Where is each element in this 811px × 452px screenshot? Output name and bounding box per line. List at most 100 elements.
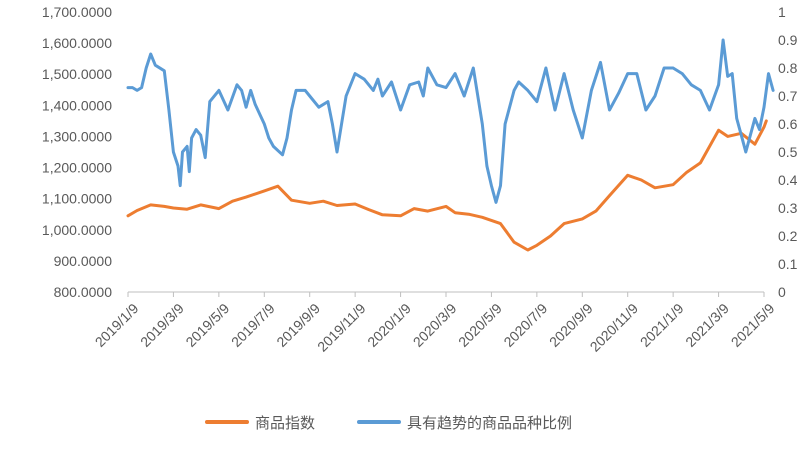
commodity-index-point [562,222,566,225]
trend-ratio-point [771,89,775,92]
trend-ratio-point [226,108,230,112]
commodity-index-point [126,214,130,217]
commodity-index-point [467,213,470,216]
x-tick-label: 2021/3/9 [682,300,732,350]
trend-ratio-point [721,38,725,42]
y-left-tick-label: 1,200.0000 [42,160,112,176]
y-left-tick-label: 1,300.0000 [42,128,112,144]
commodity-index-point [276,185,280,188]
trend-ratio-point [285,136,289,140]
trend-ratio-point [726,75,729,78]
trend-ratio-point [249,89,252,92]
trend-ratio-point [179,184,182,187]
commodity-index-point [526,248,529,252]
trend-ratio-point [176,164,180,168]
commodity-index-point [244,195,248,199]
commodity-index-point [290,199,293,202]
trend-ratio-point [503,122,507,126]
trend-ratio-point [517,80,520,84]
trend-ratio-point [126,86,130,89]
trend-ratio-point [376,78,380,81]
trend-ratio-point [149,52,152,56]
trend-ratio-point [240,89,243,92]
commodity-index-point [717,129,720,132]
legend: 商品指数 具有趋势的商品品种比例 [205,414,572,432]
trend-ratio-point [608,108,611,112]
commodity-index-point [185,208,189,211]
trend-ratio-point [731,72,734,75]
trend-ratio-point [272,145,275,148]
trend-ratio-point [408,83,411,87]
trend-ratio-point [353,72,357,75]
y-right-tick-label: 0 [778,284,786,300]
commodity-index-point [263,189,266,193]
y-right-tick-label: 0.6 [778,116,798,132]
commodity-index-point [399,214,402,217]
commodity-index-point [172,206,175,210]
trend-ratio-point [644,108,648,112]
trend-ratio-point [372,89,375,92]
legend-label: 具有趋势的商品品种比例 [407,414,572,432]
y-left-tick-label: 900.0000 [54,253,113,269]
trend-ratio-line [126,38,775,204]
trend-ratio-point [735,117,738,120]
trend-ratio-point [485,164,489,168]
legend-label: 商品指数 [255,414,315,432]
y-left-tick-label: 1,600.0000 [42,35,112,51]
trend-ratio-point [635,72,638,75]
trend-ratio-point [417,80,420,84]
x-tick-label: 2020/3/9 [410,300,460,350]
trend-ratio-point [753,117,757,120]
x-tick-label: 2020/7/9 [500,300,550,350]
trend-ratio-point [199,134,202,137]
trend-ratio-point [599,61,602,64]
commodity-index-point [699,161,702,165]
x-tick-label: 2019/11/9 [314,300,369,355]
x-tick-label: 2019/7/9 [228,300,278,350]
commodity-index-point [335,204,339,207]
legend-commodity-index: 商品指数 [205,414,315,432]
trend-ratio-point [526,89,529,92]
trend-ratio-point [690,83,693,87]
trend-ratio-point [344,94,348,98]
y-left-tick-label: 800.0000 [54,284,113,300]
trend-ratio-point [562,72,566,75]
trend-ratio-point [194,128,198,131]
trend-ratio-point [217,89,221,92]
trend-ratio-point [708,108,711,112]
trend-ratio-point [294,89,298,92]
trend-ratio-point [681,72,684,75]
trend-ratio-point [172,150,175,154]
x-tick-label: 2020/5/9 [455,300,505,350]
axes-layer [127,291,765,297]
commodity-index-point [653,186,657,189]
y-right-tick-label: 0.4 [778,172,798,188]
x-tick-label: 2021/5/9 [728,300,778,350]
commodity-index-point [381,213,384,216]
trend-ratio-point [626,72,629,75]
trend-ratio-point [267,136,270,140]
y-right-tick-label: 0.2 [778,228,798,244]
trend-ratio-point [512,89,516,92]
x-tick-label: 2019/1/9 [92,300,142,350]
y-right-tick-label: 0.5 [778,144,798,160]
trend-ratio-point [767,72,770,75]
trend-ratio-point [717,83,720,87]
commodity-index-point [217,207,221,210]
trend-ratio-point [135,89,139,92]
commodity-index-point [512,241,516,244]
x-tick-label: 2020/11/9 [587,300,642,355]
commodity-index-point [135,209,139,212]
tick-labels: 2019/1/92019/3/92019/5/92019/7/92019/9/9… [42,4,798,355]
trend-ratio-point [390,80,393,84]
trend-ratio-point [581,136,584,140]
y-right-tick-label: 0.8 [778,60,798,76]
commodity-index-point [367,208,370,211]
trend-ratio-point [163,69,166,73]
trend-ratio-point [463,94,466,98]
commodity-index-point [426,209,429,213]
y-left-tick-label: 1,000.0000 [42,222,112,238]
trend-ratio-point [381,94,384,98]
